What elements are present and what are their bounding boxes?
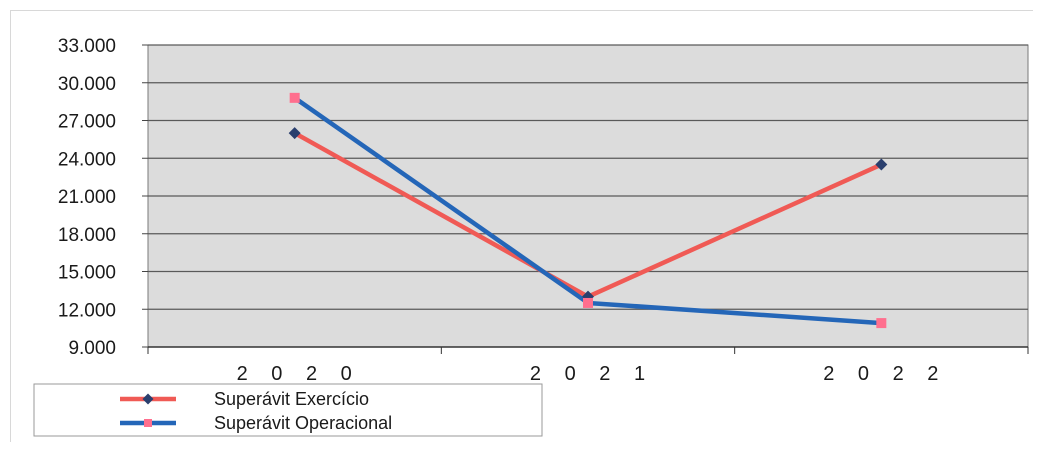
legend-marker [144,419,152,427]
gridlines [148,44,1028,310]
data-point-marker [875,158,888,171]
x-tick-label: 2 0 2 2 [823,363,947,385]
data-point-marker [289,92,300,103]
series-lines [288,92,888,329]
x-axis: 2 0 2 0 2 0 2 1 2 0 2 2 [147,346,1029,385]
y-tick-label: 15.000 [58,263,116,284]
y-axis-tick-labels: 9.000 12.000 15.000 18.000 21.000 24.000 27.00… [58,36,148,359]
legend-label: Superávit Operacional [214,413,392,433]
y-tick-label: 30.000 [58,74,116,95]
y-tick-label: 33.000 [58,36,116,57]
y-tick-label: 9.000 [68,338,116,359]
y-tick-label: 18.000 [58,225,116,246]
chart-frame [10,10,1033,442]
x-tick-label: 2 0 2 1 [530,363,654,385]
y-tick-label: 27.000 [58,112,116,133]
data-point-marker [876,318,887,329]
y-tick-label: 21.000 [58,187,116,208]
data-point-marker [583,297,593,308]
legend-box [33,383,543,437]
x-tick-label: 2 0 2 0 [237,363,361,385]
legend-label: Superávit Exercício [214,389,369,409]
y-tick-label: 24.000 [58,149,116,170]
y-tick-label: 12.000 [58,300,116,321]
data-point-marker [288,127,301,140]
legend-marker [142,393,154,405]
legend: Superávit Exercício Superávit Operacional [33,383,543,437]
